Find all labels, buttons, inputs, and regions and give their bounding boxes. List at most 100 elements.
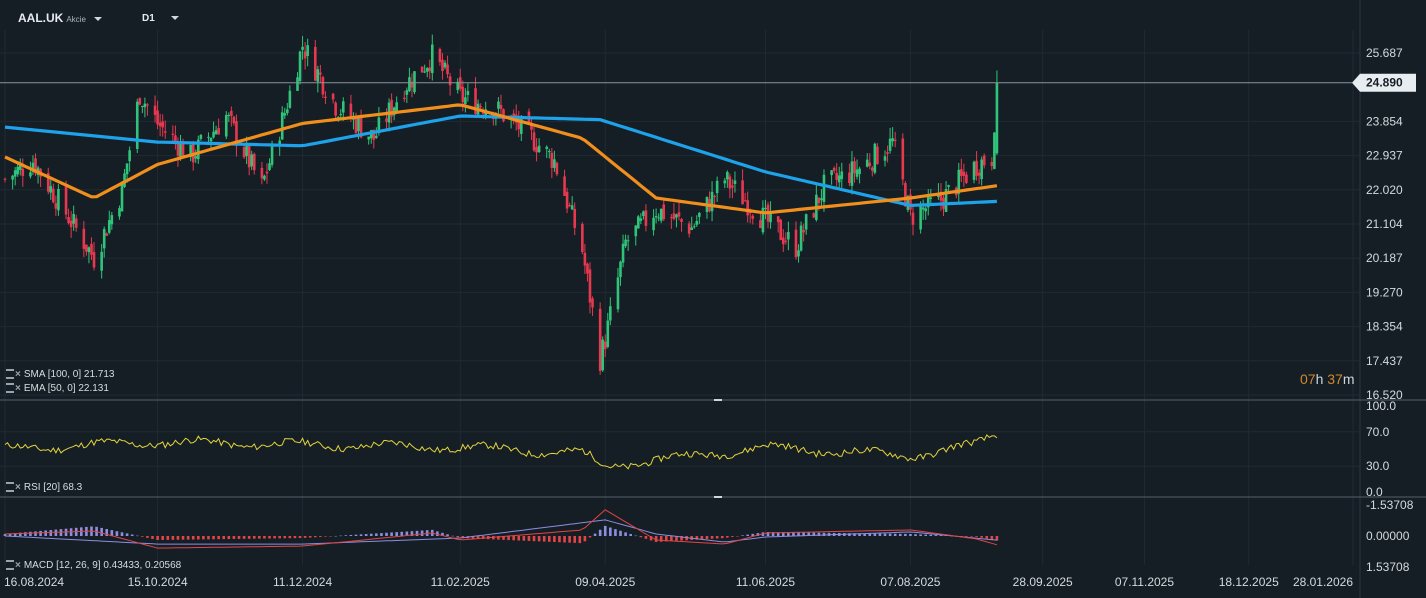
macd-histogram-bar <box>904 533 907 536</box>
candle-body <box>642 211 645 216</box>
macd-histogram-bar <box>380 533 383 536</box>
candle-body <box>67 216 70 224</box>
macd-histogram-bar <box>522 536 526 541</box>
candle-body <box>904 183 907 207</box>
settings-icon[interactable] <box>6 383 14 394</box>
macd-histogram-bar <box>13 533 17 536</box>
bar-countdown: 07h 37m <box>1300 371 1355 387</box>
candle-body <box>410 81 414 88</box>
symbol-selector[interactable]: AAL.UK Akcie <box>18 11 102 25</box>
macd-histogram-bar <box>985 536 989 539</box>
candle-body <box>298 51 302 82</box>
candle-body <box>644 210 648 226</box>
candle-body <box>252 153 256 171</box>
candle-body <box>873 143 877 173</box>
candle-body <box>947 185 950 187</box>
macd-histogram-bar <box>547 536 551 542</box>
candle-body <box>92 252 96 268</box>
close-icon[interactable]: × <box>15 482 21 493</box>
candle-body <box>547 151 551 153</box>
date-tick-label: 11.06.2025 <box>736 575 795 589</box>
candle-body <box>497 101 500 109</box>
macd-histogram-bar <box>263 536 266 539</box>
candle-body <box>313 46 317 81</box>
candle-body <box>319 72 322 75</box>
candle-body <box>466 90 470 95</box>
macd-histogram-bar <box>471 536 475 539</box>
macd-histogram-bar <box>166 536 170 540</box>
settings-icon[interactable] <box>6 560 14 571</box>
macd-histogram-bar <box>756 533 760 536</box>
candle-body <box>883 156 887 161</box>
candle-body <box>161 121 164 128</box>
candle-body <box>962 171 966 176</box>
candle-body <box>606 320 610 347</box>
macd-histogram-bar <box>385 532 388 536</box>
timeframe-selector[interactable]: D1 <box>142 13 179 24</box>
candle-body <box>568 205 571 207</box>
candle-body <box>499 104 503 110</box>
symbol-type: Akcie <box>66 15 86 24</box>
candle-body <box>321 77 325 95</box>
rsi-panel: 100.0 70.0 30.0 0.0 <box>0 399 1396 499</box>
candle-body <box>105 233 109 236</box>
settings-icon[interactable] <box>6 369 14 380</box>
macd-histogram-bar <box>420 530 424 536</box>
candle-body <box>265 171 269 174</box>
macd-histogram-bar <box>736 536 739 537</box>
candle-body <box>855 169 859 177</box>
candle-body <box>723 180 727 184</box>
candle-body <box>532 132 536 151</box>
candle-body <box>377 117 381 134</box>
macd-histogram-bar <box>308 536 312 538</box>
macd-histogram-bar <box>217 536 220 540</box>
macd-histogram-bar <box>334 535 337 537</box>
macd-histogram-bar <box>3 533 7 536</box>
macd-histogram-bar <box>939 535 943 536</box>
candle-body <box>306 45 309 56</box>
candle-body <box>537 145 541 153</box>
macd-histogram-bar <box>542 536 546 542</box>
sma-value: 21.713 <box>83 369 115 380</box>
rsi-legend[interactable]: × RSI [20] 68.3 <box>6 482 82 493</box>
candle-body <box>278 140 281 145</box>
candle-body <box>224 114 228 137</box>
candle-body <box>341 101 345 113</box>
candle-body <box>769 211 772 223</box>
close-icon[interactable]: × <box>15 560 21 571</box>
candle-body <box>403 97 406 100</box>
ema-legend[interactable]: × EMA [50, 0] 22.131 <box>6 383 109 394</box>
symbol-toolbar: AAL.UK Akcie D1 <box>0 0 400 28</box>
close-icon[interactable]: × <box>15 369 21 380</box>
chevron-down-icon[interactable] <box>170 16 179 21</box>
macd-tick-label: 0.00000 <box>1366 529 1410 543</box>
candle-body <box>659 208 663 221</box>
macd-histogram-bar <box>619 530 622 536</box>
settings-icon[interactable] <box>6 482 14 493</box>
macd-histogram-bar <box>868 533 872 536</box>
macd-histogram-bar <box>207 536 210 540</box>
macd-histogram-bar <box>247 536 251 539</box>
macd-histogram-bar <box>710 536 714 539</box>
macd-histogram-bar <box>802 532 805 536</box>
candle-body <box>227 114 231 116</box>
macd-histogram-bar <box>436 531 439 536</box>
candle-body <box>405 90 409 95</box>
close-icon[interactable]: × <box>15 383 21 394</box>
panel-resize-handle <box>714 399 722 401</box>
macd-histogram-bar <box>975 536 978 537</box>
candle-body <box>776 216 780 223</box>
candle-body <box>367 136 371 140</box>
date-tick-label: 07.11.2025 <box>1115 575 1174 589</box>
macd-histogram-bar <box>853 533 856 536</box>
candle-body <box>619 261 622 278</box>
candle-body <box>598 308 602 371</box>
macd-legend[interactable]: × MACD [12, 26, 9] 0.43433, 0.20568 <box>6 560 181 571</box>
chevron-down-icon[interactable] <box>93 16 102 21</box>
timeframe-label: D1 <box>142 13 155 24</box>
candle-body <box>690 227 694 230</box>
chart-grid <box>0 30 1360 565</box>
candle-body <box>247 144 251 168</box>
sma-legend[interactable]: × SMA [100, 0] 21.713 <box>6 369 114 380</box>
